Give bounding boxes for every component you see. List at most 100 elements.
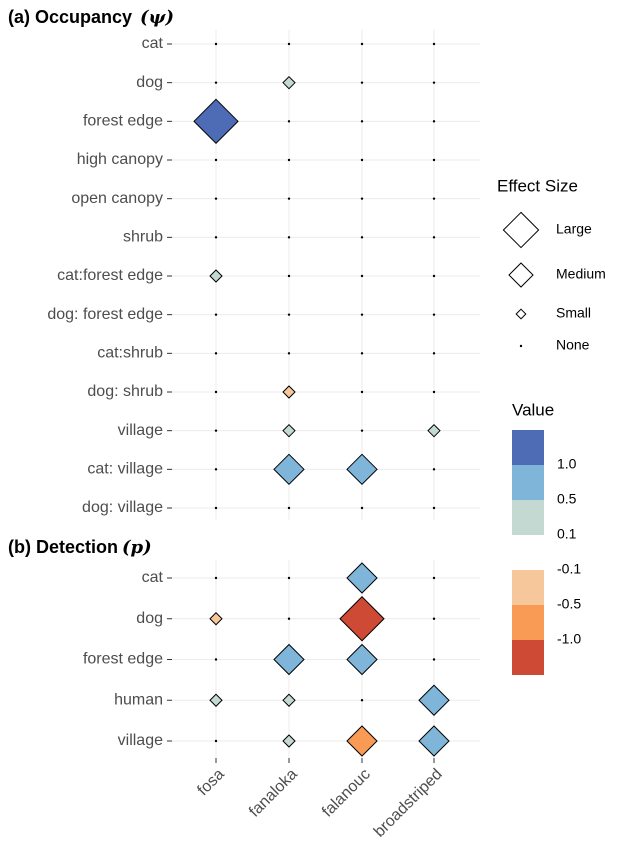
legend-label: Small [556, 305, 591, 321]
effect-dot [360, 236, 364, 239]
effect-dot [432, 120, 436, 123]
effect-dot [360, 390, 364, 394]
effect-diamond [282, 385, 296, 399]
row-label: forest edge [83, 113, 163, 130]
effect-dot [432, 42, 436, 46]
effect-dot [287, 197, 291, 200]
legend-diamond [502, 211, 540, 249]
effect-diamond [193, 98, 239, 145]
effect-dot [214, 468, 218, 471]
size-legend-title: Effect Size [497, 176, 578, 195]
effect-dot [360, 352, 364, 355]
effect-dot [360, 81, 364, 84]
effect-dot [360, 120, 364, 123]
legend-value-label: -0.5 [557, 596, 581, 612]
legend-value-label: -1.0 [557, 631, 581, 647]
effect-dot [432, 313, 436, 316]
legend-value-label: 0.5 [557, 491, 577, 507]
legend-label: Medium [556, 266, 606, 282]
effect-dot [287, 158, 291, 162]
effect-dot [214, 576, 218, 580]
value-legend-title: Value [512, 400, 554, 419]
effect-diamond [346, 453, 378, 486]
effect-dot [214, 506, 218, 510]
effect-dot [360, 699, 364, 702]
effect-dot [432, 506, 436, 510]
row-label: village [118, 732, 163, 749]
effect-diamond [209, 612, 223, 626]
col-label: fanaloka [246, 766, 301, 821]
panel-b-title: (b) Detection [8, 537, 118, 557]
effect-dot [360, 158, 364, 162]
effect-dot [360, 429, 364, 432]
legend-diamond [508, 262, 534, 288]
effect-dot [432, 617, 436, 620]
effect-dot [214, 236, 218, 239]
effect-diamond [209, 269, 223, 283]
effect-dot [287, 352, 291, 355]
row-label: dog [136, 74, 163, 91]
effect-dot [287, 506, 291, 510]
legend-swatch [512, 570, 544, 605]
effect-diamond [282, 734, 296, 748]
effect-dot [214, 158, 218, 162]
effect-diamond [418, 725, 450, 757]
effect-diamond [282, 423, 296, 438]
legend-swatch [512, 640, 544, 675]
col-label: broadstriped [371, 766, 446, 841]
effect-dot [432, 468, 436, 471]
effect-dot [432, 352, 436, 355]
effect-diamond [427, 423, 441, 438]
effect-dot [360, 274, 364, 278]
effect-dot [214, 81, 218, 84]
effect-dot [287, 576, 291, 580]
effect-dot [287, 120, 291, 123]
panel-a-symbol: (ψ) [140, 7, 174, 28]
legend-diamond [515, 308, 527, 320]
effect-diamond [346, 562, 378, 594]
row-label: open canopy [71, 190, 163, 207]
effect-dot [432, 81, 436, 84]
effect-dot [214, 197, 218, 200]
effect-dot [214, 739, 218, 743]
row-label: cat [142, 569, 164, 586]
row-label: cat:shrub [97, 345, 163, 362]
effect-dot [214, 352, 218, 355]
effect-diamond [346, 725, 378, 757]
legend-swatch [512, 430, 544, 465]
panel-b-symbol: (p) [122, 537, 152, 558]
row-label: dog [136, 610, 163, 627]
effect-dot [214, 429, 218, 432]
effect-dot [432, 576, 436, 580]
legend-dot [519, 344, 523, 348]
effect-dot [432, 158, 436, 162]
row-label: cat: village [87, 461, 163, 478]
effect-dot [214, 42, 218, 46]
effect-diamond [346, 643, 378, 676]
col-label: fosa [194, 766, 227, 799]
effect-dot [360, 506, 364, 510]
row-label: cat [142, 35, 164, 52]
effect-dot [432, 197, 436, 200]
effect-diamond [282, 693, 296, 707]
legend-label: None [556, 337, 590, 353]
effect-diamond [273, 453, 305, 486]
effect-dot [432, 236, 436, 239]
effect-dot [214, 390, 218, 394]
panel-a-title: (a) Occupancy [8, 7, 132, 27]
effect-dot [360, 197, 364, 200]
row-label: cat:forest edge [57, 267, 163, 284]
effect-dot [287, 313, 291, 316]
legend-value-label: 1.0 [557, 456, 577, 472]
effect-diamond [209, 693, 223, 707]
effect-dot [287, 236, 291, 239]
legend-swatch [512, 465, 544, 500]
effect-dot [360, 313, 364, 316]
row-label: village [118, 422, 163, 439]
effect-dot [287, 617, 291, 620]
effect-dot [287, 42, 291, 46]
effect-dot [432, 390, 436, 394]
effect-dot [432, 658, 436, 661]
effect-dot [432, 274, 436, 278]
